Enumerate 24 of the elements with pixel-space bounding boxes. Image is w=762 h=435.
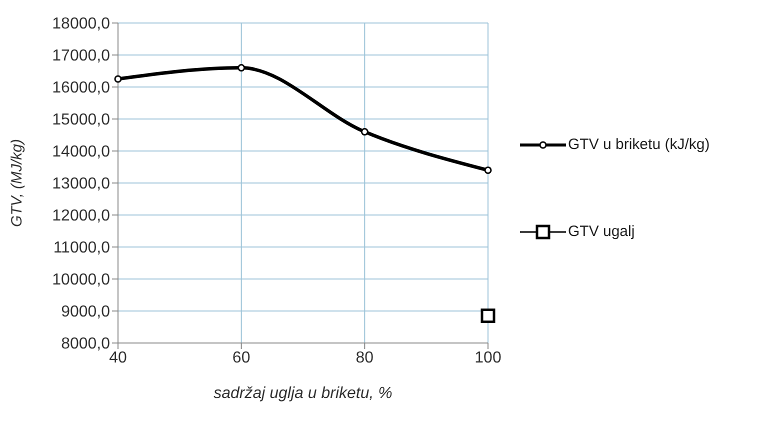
y-tick-label: 14000,0	[52, 144, 110, 161]
y-tick-label: 11000,0	[53, 240, 110, 257]
y-tick-label: 13000,0	[52, 176, 110, 193]
x-tick-label: 100	[474, 349, 502, 366]
legend-label: GTV ugalj	[568, 223, 635, 240]
point	[238, 64, 246, 72]
y-axis-title: GTV, (MJ/kg)	[8, 138, 26, 228]
legend-label: GTV u briketu (kJ/kg)	[568, 136, 710, 153]
y-tick-label: 10000,0	[52, 272, 110, 289]
y-tick-label: 12000,0	[52, 208, 110, 225]
y-tick-label: 18000,0	[52, 16, 110, 33]
x-axis-title: sadržaj uglja u briketu, %	[214, 385, 392, 402]
x-tick-label: 40	[109, 349, 127, 366]
x-tick-label: 60	[232, 349, 250, 366]
y-tick-label: 17000,0	[52, 48, 110, 65]
x-tick-label: 80	[356, 349, 374, 366]
point	[114, 75, 122, 83]
y-tick-label: 16000,0	[52, 80, 110, 97]
point	[480, 308, 496, 324]
y-tick-label: 9000,0	[61, 304, 110, 321]
point	[360, 128, 368, 136]
y-tick-label: 15000,0	[52, 112, 110, 129]
y-tick-label: 8000,0	[61, 336, 110, 353]
point	[484, 166, 492, 174]
